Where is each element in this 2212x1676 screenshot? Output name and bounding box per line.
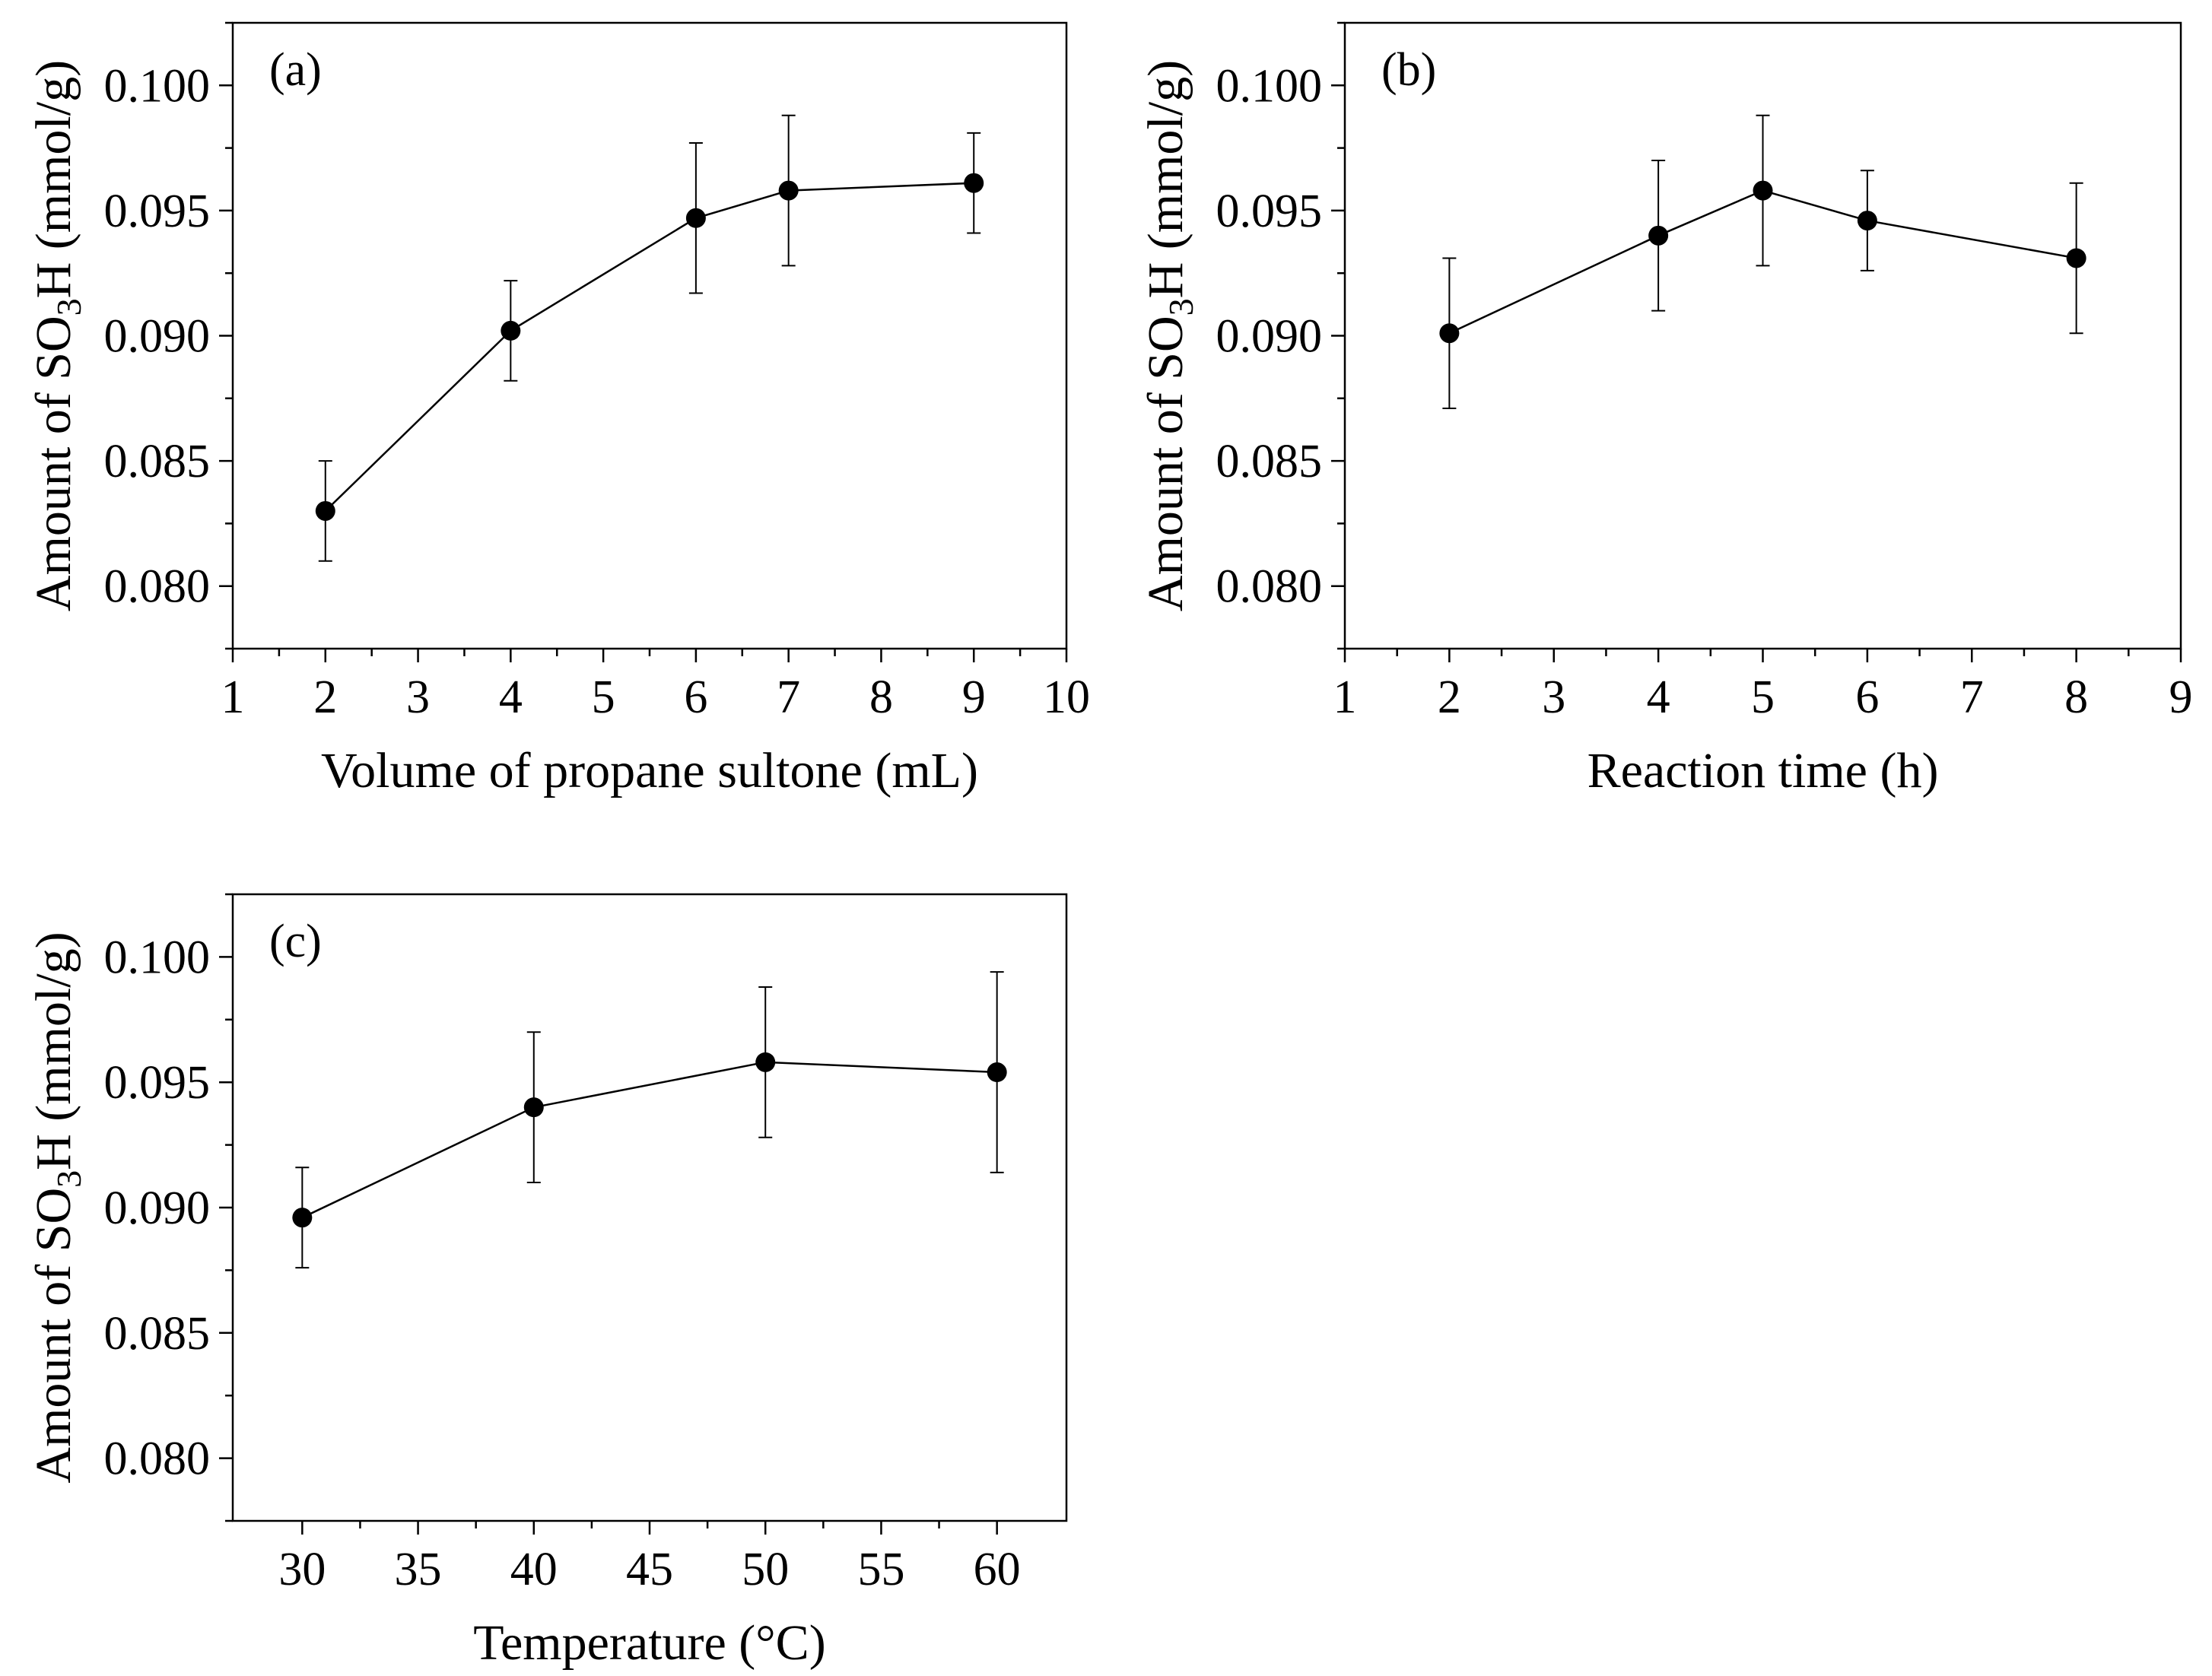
data-point (315, 500, 335, 521)
data-point (523, 1097, 544, 1118)
y-tick-label: 0.080 (104, 1433, 211, 1485)
chart-panel-c: 30 35 40 45 50 55 60 0.080 0.085 0.090 0.095 0.100 T… (26, 893, 1068, 1671)
x-tick-label: 3 (1542, 671, 1565, 723)
y-tick-label: 0.080 (104, 561, 211, 613)
x-tick-label: 60 (974, 1544, 1021, 1595)
data-point (1439, 323, 1460, 344)
plot-frame (231, 21, 1068, 650)
y-tick-label: 0.090 (1216, 311, 1323, 363)
data-point (964, 173, 984, 193)
x-tick-label: 30 (278, 1544, 326, 1595)
y-axis-title: Amount of SO3H (mmol/g) (26, 60, 88, 611)
y-axis-title-suffix: H (mmol/g) (1138, 60, 1193, 298)
x-tick-label: 8 (869, 671, 893, 723)
data-point (1753, 180, 1773, 201)
x-tick-label: 9 (962, 671, 986, 723)
y-tick-label: 0.085 (104, 1308, 211, 1360)
y-axis-title-prefix: Amount of SO (1138, 316, 1193, 611)
x-tick-label: 6 (1855, 671, 1879, 723)
x-tick-label: 8 (2064, 671, 2088, 723)
y-axis-title-suffix: H (mmol/g) (26, 60, 81, 298)
y-tick-label: 0.095 (1216, 186, 1323, 237)
y-axis-title-suffix: H (mmol/g) (26, 932, 81, 1170)
y-axis-title-prefix: Amount of SO (26, 1188, 81, 1484)
y-tick-label: 0.080 (1216, 561, 1323, 613)
y-axis-title-subscript: 3 (1162, 298, 1200, 316)
panel-label: (b) (1381, 44, 1436, 96)
y-axis-title-subscript: 3 (49, 1170, 88, 1188)
series-line (324, 182, 974, 512)
panel-label: (c) (269, 916, 322, 967)
x-axis-title: Volume of propane sultone (mL) (321, 743, 978, 798)
data-point (778, 180, 799, 201)
y-tick-label: 0.085 (104, 436, 211, 487)
x-tick-label: 5 (1751, 671, 1775, 723)
data-point (1648, 225, 1669, 246)
panel-label: (a) (269, 44, 322, 96)
x-tick-label: 6 (684, 671, 707, 723)
x-tick-label: 3 (406, 671, 430, 723)
data-point (292, 1208, 313, 1228)
y-axis-title: Amount of SO3H (mmol/g) (1138, 60, 1200, 611)
y-tick-label: 0.095 (104, 1057, 211, 1109)
x-tick-label: 35 (395, 1544, 442, 1595)
chart-panel-b: 1 2 3 4 5 6 7 8 9 0.080 0.085 0.090 0.095 0.100 Reacti… (1138, 21, 2193, 798)
data-point (987, 1062, 1007, 1083)
chart-panel-a: 1 2 3 4 5 6 7 8 9 10 0.080 0.085 0.090 0.095 0.100 Volu… (26, 21, 1090, 798)
data-point (2066, 248, 2086, 268)
x-tick-label: 50 (742, 1544, 789, 1595)
x-tick-label: 7 (1960, 671, 1984, 723)
x-tick-label: 1 (221, 671, 245, 723)
data-point (501, 320, 521, 341)
y-axis-title-subscript: 3 (49, 298, 88, 316)
x-axis-title: Temperature (°C) (473, 1615, 825, 1671)
x-tick-label: 45 (626, 1544, 673, 1595)
x-tick-label: 40 (510, 1544, 558, 1595)
x-tick-label: 4 (1647, 671, 1670, 723)
y-tick-label: 0.100 (1216, 60, 1323, 112)
x-tick-label: 2 (313, 671, 337, 723)
series-line (301, 1061, 997, 1219)
x-tick-label: 10 (1043, 671, 1090, 723)
x-tick-label: 1 (1333, 671, 1357, 723)
x-axis-title: Reaction time (h) (1587, 743, 1939, 798)
y-axis-title: Amount of SO3H (mmol/g) (26, 932, 88, 1483)
x-tick-label: 5 (592, 671, 615, 723)
x-tick-label: 9 (2169, 671, 2193, 723)
data-point (685, 208, 706, 228)
data-point (1857, 211, 1877, 231)
x-tick-label: 4 (499, 671, 523, 723)
y-tick-label: 0.100 (104, 932, 211, 983)
x-tick-label: 7 (777, 671, 800, 723)
x-tick-label: 2 (1438, 671, 1461, 723)
y-tick-label: 0.090 (104, 1182, 211, 1234)
data-point (755, 1052, 776, 1072)
plot-frame (231, 893, 1068, 1522)
y-axis-title-prefix: Amount of SO (26, 316, 81, 611)
y-tick-label: 0.100 (104, 60, 211, 112)
y-tick-label: 0.085 (1216, 436, 1323, 487)
y-tick-label: 0.090 (104, 311, 211, 363)
x-tick-label: 55 (857, 1544, 904, 1595)
y-tick-label: 0.095 (104, 186, 211, 237)
